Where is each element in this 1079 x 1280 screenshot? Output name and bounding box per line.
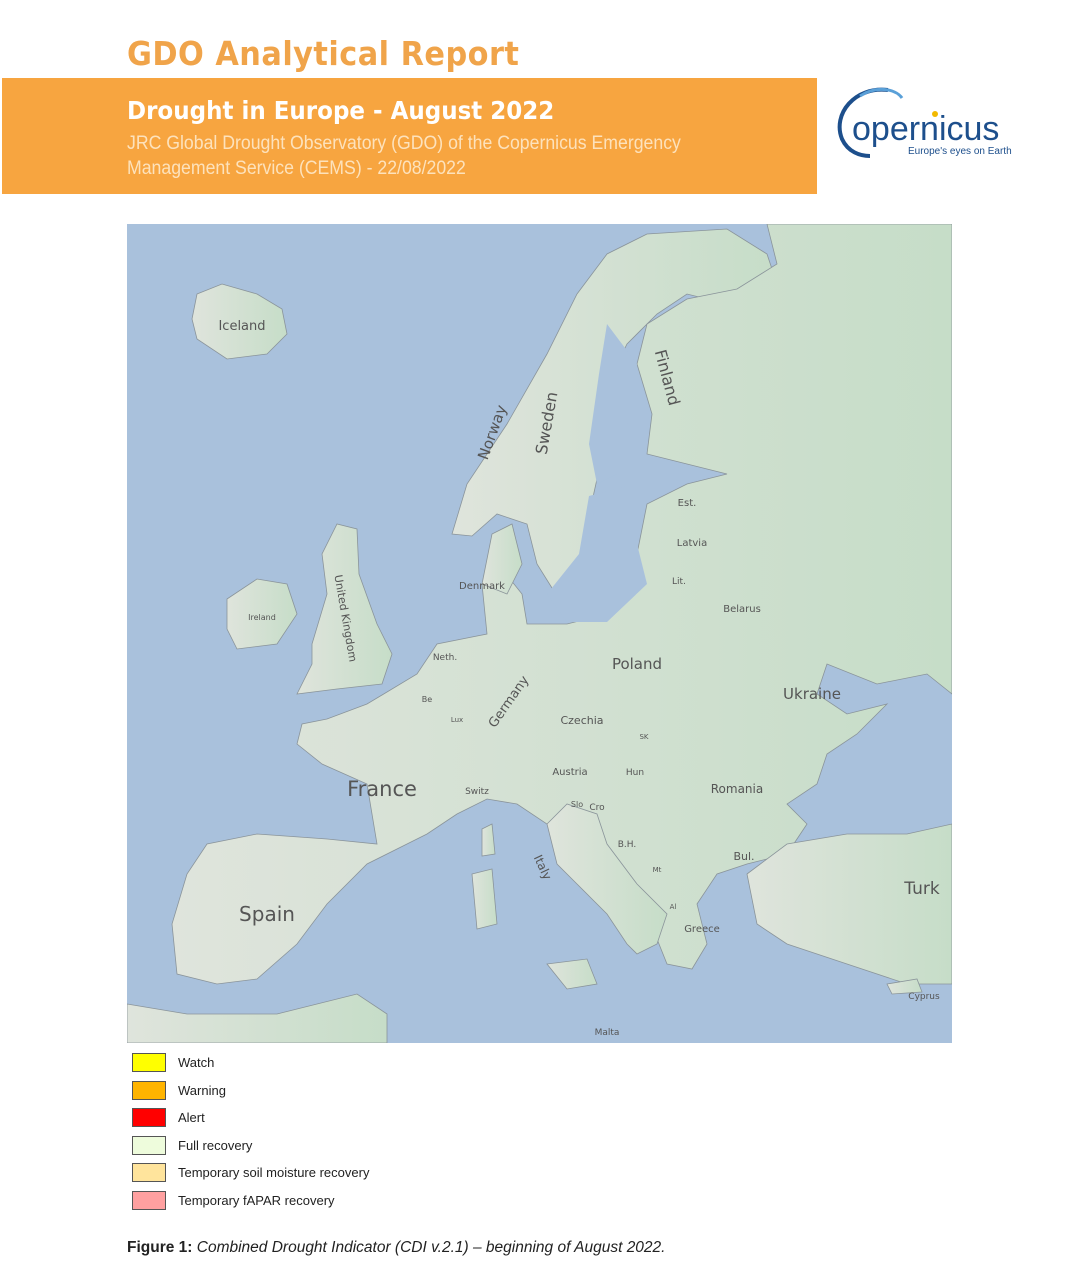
country-label: Al bbox=[670, 903, 677, 911]
legend-label: Temporary soil moisture recovery bbox=[178, 1165, 370, 1181]
country-label: Belarus bbox=[723, 604, 761, 615]
subtitle-line-1: JRC Global Drought Observatory (GDO) of … bbox=[127, 133, 681, 154]
country-label: Poland bbox=[612, 655, 662, 673]
country-label: Est. bbox=[678, 498, 697, 509]
country-label: Romania bbox=[711, 782, 763, 796]
land-cyprus bbox=[886, 978, 923, 995]
legend-swatch bbox=[132, 1190, 166, 1210]
land-sardinia bbox=[471, 868, 498, 930]
country-label: Lit. bbox=[672, 577, 686, 587]
legend-swatch bbox=[132, 1163, 166, 1183]
copernicus-logo: opernicus Europe's eyes on Earth bbox=[837, 87, 1012, 158]
land-sicily bbox=[546, 958, 598, 990]
legend-item: Temporary fAPAR recovery bbox=[132, 1187, 369, 1215]
land-turkey bbox=[746, 823, 952, 985]
logo-wordmark: opernicus bbox=[852, 110, 999, 148]
country-label: Mt bbox=[653, 866, 662, 874]
land-italy bbox=[546, 803, 668, 955]
report-title: GDO Analytical Report bbox=[127, 34, 520, 73]
caption-prefix: Figure 1: bbox=[127, 1239, 193, 1256]
legend-swatch bbox=[132, 1053, 166, 1073]
country-label: Spain bbox=[239, 902, 295, 926]
legend-swatch bbox=[132, 1108, 166, 1128]
land-africa bbox=[127, 993, 388, 1043]
land-ireland bbox=[226, 578, 298, 650]
legend-label: Alert bbox=[178, 1110, 205, 1126]
country-label: France bbox=[347, 777, 417, 801]
country-label: Bul. bbox=[733, 850, 754, 863]
country-label: Neth. bbox=[433, 653, 457, 663]
country-label: Hun bbox=[626, 768, 644, 778]
figure-caption: Figure 1: Combined Drought Indicator (CD… bbox=[127, 1239, 665, 1257]
country-label: Slo bbox=[571, 800, 583, 809]
country-label: Switz bbox=[465, 787, 489, 797]
country-label: Malta bbox=[595, 1028, 620, 1038]
country-label: Denmark bbox=[459, 581, 505, 592]
legend-label: Temporary fAPAR recovery bbox=[178, 1192, 335, 1208]
country-label: Be bbox=[422, 695, 432, 704]
baltic-sea bbox=[589, 324, 637, 484]
country-label: Latvia bbox=[677, 538, 707, 549]
legend-label: Warning bbox=[178, 1082, 226, 1098]
country-label: Czechia bbox=[560, 714, 603, 727]
country-label: Iceland bbox=[218, 319, 265, 334]
land-britain bbox=[296, 523, 393, 695]
legend-item: Full recovery bbox=[132, 1132, 369, 1160]
legend-item: Watch bbox=[132, 1049, 369, 1077]
header-band: Drought in Europe - August 2022 JRC Glob… bbox=[2, 78, 817, 194]
headline: Drought in Europe - August 2022 bbox=[127, 96, 555, 125]
legend-label: Watch bbox=[178, 1055, 215, 1071]
country-label: Cyprus bbox=[908, 992, 940, 1002]
legend-swatch bbox=[132, 1080, 166, 1100]
caption-text: Combined Drought Indicator (CDI v.2.1) –… bbox=[192, 1239, 666, 1256]
land-scand bbox=[451, 228, 778, 597]
legend-item: Warning bbox=[132, 1077, 369, 1105]
logo-tagline: Europe's eyes on Earth bbox=[908, 146, 1012, 157]
country-label: Cro bbox=[589, 803, 605, 813]
country-label: SK bbox=[639, 733, 648, 741]
country-label: Austria bbox=[552, 767, 587, 778]
country-label: Lux bbox=[451, 716, 463, 724]
map-legend: Watch Warning Alert Full recovery Temporary … bbox=[132, 1049, 369, 1214]
country-label: Ukraine bbox=[783, 685, 841, 703]
land-denmark bbox=[481, 523, 523, 595]
legend-swatch bbox=[132, 1135, 166, 1155]
country-label: B.H. bbox=[618, 840, 637, 850]
subtitle-line-2: Management Service (CEMS) - 22/08/2022 bbox=[127, 158, 466, 179]
legend-label: Full recovery bbox=[178, 1137, 253, 1153]
land-mainland bbox=[171, 224, 952, 985]
land-corsica bbox=[481, 823, 496, 857]
legend-item: Temporary soil moisture recovery bbox=[132, 1159, 369, 1187]
country-label: Greece bbox=[684, 924, 720, 935]
country-label: Turk bbox=[903, 879, 940, 899]
subtitle: JRC Global Drought Observatory (GDO) of … bbox=[127, 131, 759, 181]
baltic-sea bbox=[547, 486, 647, 622]
land-iceland bbox=[191, 283, 288, 360]
country-label: Ireland bbox=[248, 613, 276, 622]
legend-item: Alert bbox=[132, 1104, 369, 1132]
